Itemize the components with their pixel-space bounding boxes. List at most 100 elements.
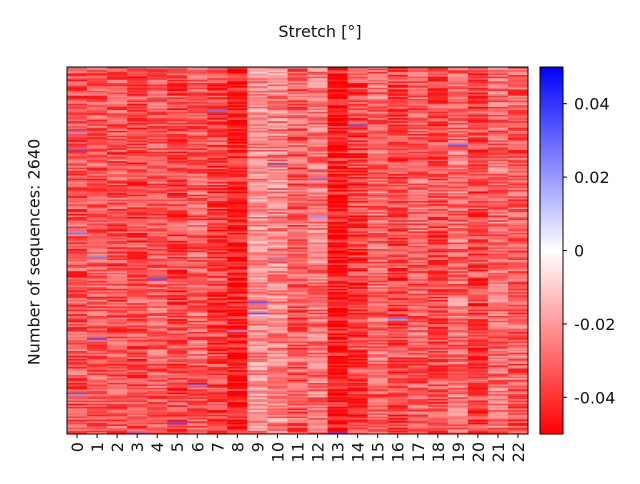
heatmap-cell — [347, 280, 369, 283]
heatmap-cell — [447, 191, 469, 194]
heatmap-cell — [407, 197, 429, 200]
heatmap-cell — [447, 320, 469, 323]
heatmap-cell — [347, 189, 369, 192]
heatmap-cell — [387, 382, 409, 385]
heatmap-cell — [227, 199, 248, 202]
heatmap-cell — [347, 343, 369, 346]
heatmap-cell — [407, 159, 429, 162]
heatmap-cell — [87, 82, 108, 85]
heatmap-cell — [187, 432, 208, 435]
heatmap-cell — [247, 368, 268, 371]
heatmap-cell — [447, 221, 469, 224]
heatmap-cell — [67, 247, 88, 250]
heatmap-cell — [227, 303, 248, 306]
heatmap-cell — [247, 138, 268, 141]
heatmap-cell — [367, 314, 389, 317]
heatmap-cell — [147, 277, 168, 280]
heatmap-cell — [467, 271, 489, 274]
heatmap-cell — [247, 319, 268, 322]
heatmap-cell — [147, 323, 168, 326]
heatmap-cell — [407, 162, 429, 165]
heatmap-cell — [387, 189, 409, 192]
heatmap-cell — [447, 314, 469, 317]
heatmap-cell — [267, 341, 288, 344]
heatmap-cell — [427, 250, 449, 253]
heatmap-cell — [187, 333, 208, 336]
heatmap-cell — [227, 314, 248, 317]
heatmap-cell — [267, 421, 288, 424]
heatmap-cell — [247, 215, 268, 218]
heatmap-cell — [87, 153, 108, 156]
heatmap-cell — [227, 429, 248, 432]
heatmap-cell — [127, 250, 148, 253]
heatmap-cell — [427, 418, 449, 421]
heatmap-cell — [427, 368, 449, 371]
heatmap-cell — [287, 100, 308, 103]
heatmap-cell — [407, 253, 429, 256]
heatmap-cell — [187, 368, 208, 371]
heatmap-cell — [327, 357, 349, 360]
heatmap-cell — [347, 253, 369, 256]
heatmap-cell — [407, 368, 429, 371]
heatmap-cell — [227, 387, 248, 390]
heatmap-cell — [207, 140, 228, 143]
heatmap-cell — [127, 110, 148, 113]
heatmap-cell — [227, 161, 248, 164]
heatmap-cell — [147, 224, 168, 227]
heatmap-cell — [407, 105, 429, 108]
heatmap-cell — [107, 213, 128, 216]
heatmap-cell — [187, 148, 208, 151]
heatmap-cell — [407, 301, 429, 304]
heatmap-cell — [207, 202, 228, 205]
heatmap-cell — [227, 183, 248, 186]
heatmap-cell — [427, 256, 449, 259]
heatmap-cell — [127, 188, 148, 191]
heatmap-cell — [207, 172, 228, 175]
heatmap-cell — [307, 311, 328, 314]
heatmap-cell — [407, 177, 429, 180]
heatmap-cell — [67, 205, 88, 208]
heatmap-cell — [307, 149, 328, 152]
heatmap-cell — [347, 416, 369, 419]
heatmap-cell — [187, 258, 208, 261]
heatmap-cell — [267, 250, 288, 253]
heatmap-cell — [487, 264, 509, 267]
heatmap-cell — [327, 232, 349, 235]
heatmap-cell — [487, 315, 509, 318]
heatmap-cell — [207, 264, 228, 267]
heatmap-cell — [307, 212, 328, 215]
heatmap-cell — [227, 146, 248, 149]
heatmap-cell — [107, 252, 128, 255]
heatmap-cell — [387, 336, 409, 339]
heatmap-cell — [387, 113, 409, 116]
heatmap-cell — [427, 314, 449, 317]
heatmap-cell — [167, 335, 188, 338]
heatmap-cell — [67, 103, 88, 106]
heatmap-cell — [227, 427, 248, 430]
heatmap-cell — [127, 191, 148, 194]
heatmap-cell — [227, 119, 248, 122]
heatmap-cell — [307, 355, 328, 358]
heatmap-cell — [447, 239, 469, 242]
heatmap-cell — [107, 138, 128, 141]
heatmap-cell — [167, 70, 188, 73]
heatmap-cell — [447, 129, 469, 132]
heatmap-cell — [107, 429, 128, 432]
heatmap-cell — [247, 274, 268, 277]
heatmap-cell — [487, 185, 509, 188]
heatmap-cell — [167, 68, 188, 71]
heatmap-cell — [307, 240, 328, 243]
heatmap-cell — [307, 151, 328, 154]
heatmap-cell — [367, 276, 389, 279]
heatmap-cell — [367, 339, 389, 342]
heatmap-cell — [487, 111, 509, 114]
heatmap-cell — [327, 78, 349, 81]
heatmap-cell — [427, 181, 449, 184]
heatmap-cell — [427, 132, 449, 135]
heatmap-cell — [67, 272, 88, 275]
heatmap-cell — [127, 151, 148, 154]
heatmap-cell — [147, 106, 168, 109]
heatmap-cell — [207, 145, 228, 148]
heatmap-cell — [347, 291, 369, 294]
heatmap-cell — [387, 204, 409, 207]
